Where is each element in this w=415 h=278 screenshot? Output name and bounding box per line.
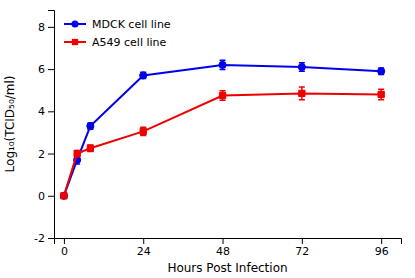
series-line	[64, 65, 381, 196]
error-bar	[299, 87, 305, 100]
y-axis: -2 0 2 4 6 8	[34, 11, 54, 246]
marker	[87, 123, 94, 130]
marker	[219, 92, 225, 98]
marker	[74, 150, 80, 156]
chart-svg: 024487296-202468MDCK cell lineA549 cell …	[0, 0, 415, 278]
legend-marker	[72, 39, 78, 45]
y-axis-tick: 2	[38, 148, 54, 161]
x-axis-tick-label: 72	[295, 245, 309, 258]
marker	[87, 145, 93, 151]
legend-item: MDCK cell line	[64, 18, 171, 31]
y-axis-tick-label: 0	[38, 190, 45, 203]
y-axis-tick-label: 8	[38, 21, 45, 34]
y-axis-title: Log₁₀(TCID₅₀/ml)	[3, 76, 17, 173]
chart-container: 024487296-202468MDCK cell lineA549 cell …	[0, 0, 415, 278]
x-axis-line	[55, 239, 402, 245]
y-axis-tick-label: -2	[34, 232, 45, 245]
x-axis-tick-label: 24	[137, 245, 151, 258]
series	[61, 87, 385, 199]
y-axis-tick-mark	[48, 69, 54, 70]
series	[60, 60, 384, 199]
x-axis-tick-mark	[381, 238, 382, 244]
legend: MDCK cell line A549 cell line	[64, 18, 171, 49]
marker	[140, 72, 147, 79]
marker	[378, 91, 384, 97]
x-axis-tick: 48	[216, 238, 230, 258]
error-bar	[378, 68, 384, 74]
x-axis-tick-mark	[143, 238, 144, 244]
y-axis-tick-mark	[48, 111, 54, 112]
y-axis-tick-mark	[48, 196, 54, 197]
y-axis-tick: 0	[38, 190, 54, 203]
error-bar	[74, 150, 80, 156]
series-line	[64, 93, 381, 195]
plot: 024487296-202468MDCK cell lineA549 cell …	[34, 11, 401, 258]
y-axis-line	[48, 11, 55, 239]
legend-item: A549 cell line	[64, 36, 167, 49]
y-axis-tick-mark	[48, 27, 54, 28]
y-axis-tick-mark	[48, 154, 54, 155]
marker	[298, 63, 305, 70]
error-bar	[140, 127, 146, 135]
x-axis-tick: 72	[295, 238, 309, 258]
error-bar	[378, 89, 384, 100]
marker	[61, 193, 67, 199]
error-bar	[220, 91, 226, 100]
y-axis-tick-mark	[48, 238, 54, 239]
y-axis-tick: -2	[34, 232, 54, 245]
legend-marker	[71, 20, 78, 27]
x-axis-tick-mark	[302, 238, 303, 244]
error-bar	[87, 145, 93, 151]
marker	[140, 128, 146, 134]
x-axis-tick-label: 96	[375, 245, 389, 258]
marker	[299, 90, 305, 96]
y-axis-tick: 8	[38, 21, 54, 34]
error-bar	[299, 63, 305, 71]
x-axis-tick-mark	[64, 238, 65, 244]
y-axis-tick-label: 6	[38, 63, 45, 76]
x-axis-tick-label: 0	[61, 245, 68, 258]
legend-label: A549 cell line	[92, 36, 167, 49]
x-axis-title: Hours Post Infection	[167, 261, 287, 275]
x-axis-tick-label: 48	[216, 245, 230, 258]
y-axis-tick-label: 2	[38, 148, 45, 161]
x-axis: 0 24 48 72 96	[55, 238, 402, 258]
x-axis-tick-mark	[223, 238, 224, 244]
error-bar	[140, 72, 146, 78]
x-axis-tick: 24	[137, 238, 151, 258]
x-axis-tick: 96	[375, 238, 389, 258]
y-axis-tick: 4	[38, 105, 54, 118]
y-axis-tick: 6	[38, 63, 54, 76]
marker	[219, 61, 226, 68]
marker	[60, 192, 67, 199]
legend-label: MDCK cell line	[92, 18, 171, 31]
error-bar	[87, 123, 93, 129]
error-bar	[220, 60, 226, 69]
marker	[378, 68, 385, 75]
marks	[60, 60, 384, 199]
y-axis-tick-label: 4	[38, 105, 45, 118]
x-axis-tick: 0	[61, 238, 68, 258]
